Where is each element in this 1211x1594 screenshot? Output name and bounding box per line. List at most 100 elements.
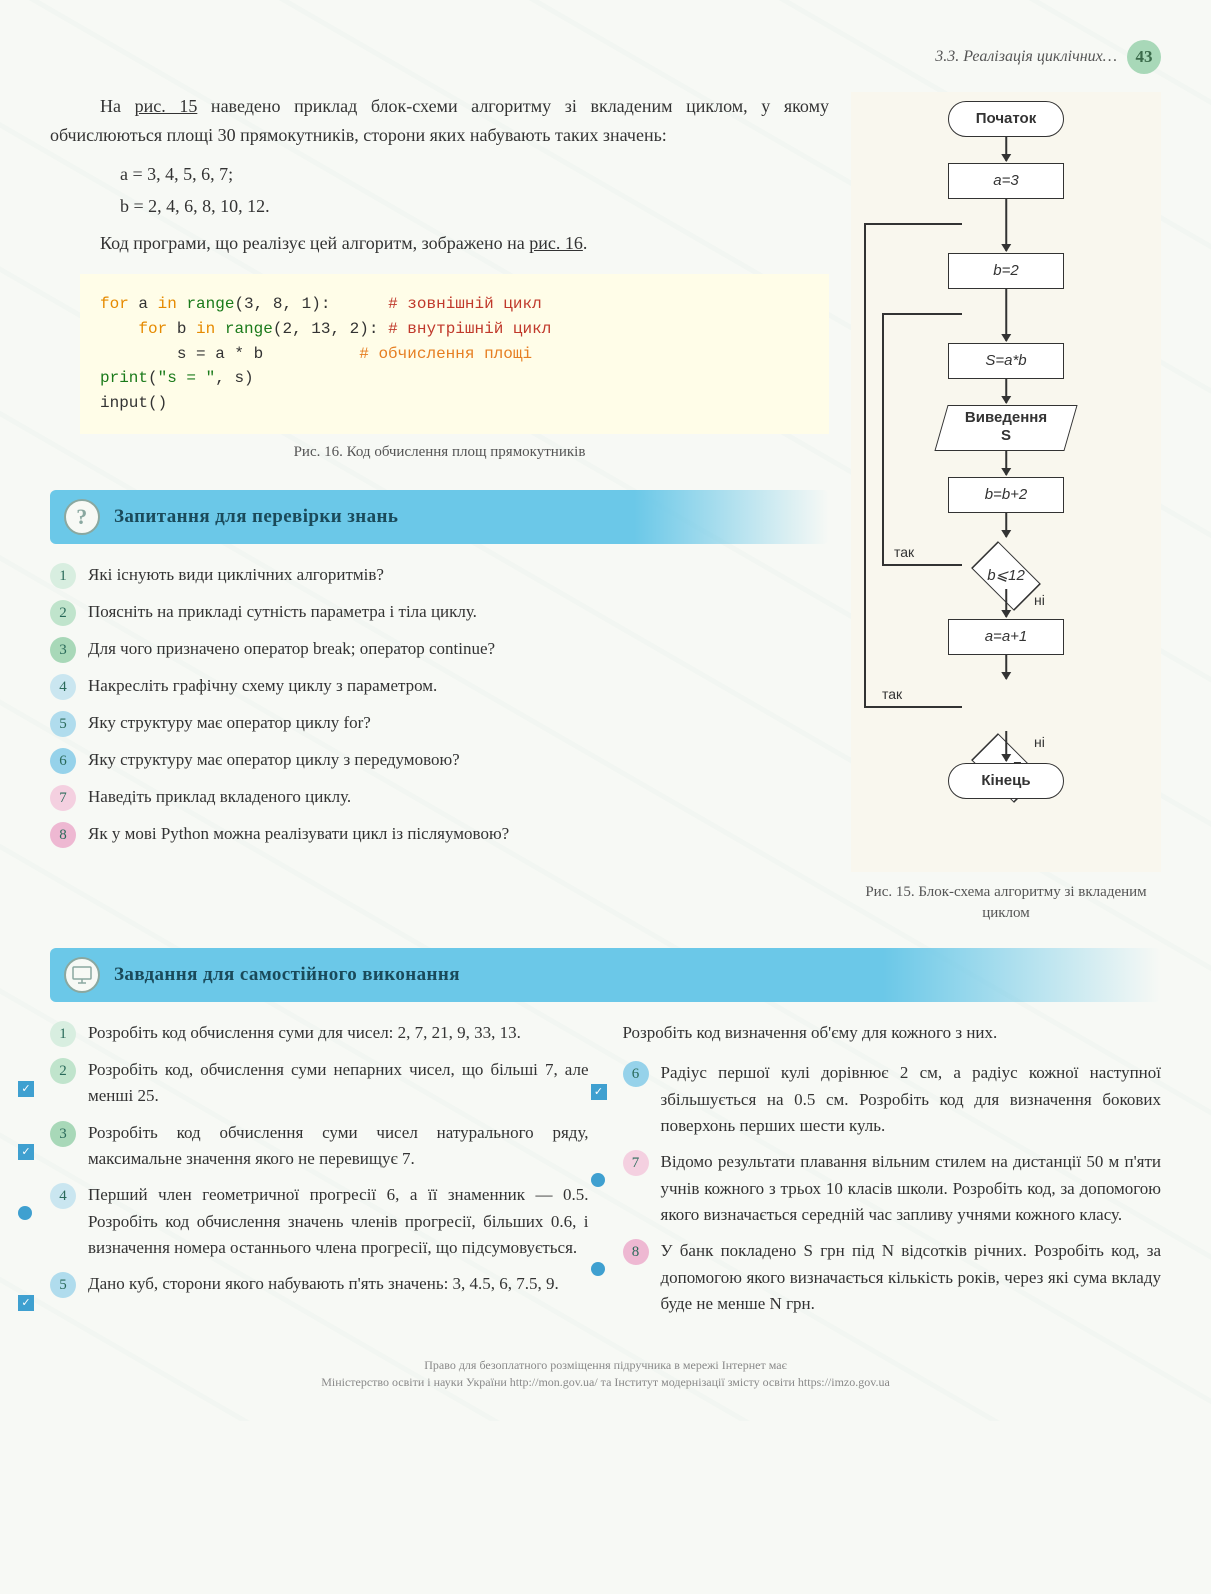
question-number: 2 [50, 600, 76, 626]
dot-icon [591, 1173, 605, 1187]
code: s = a * b [100, 345, 359, 363]
task-text: Розробіть код обчислення суми для чисел:… [88, 1020, 589, 1046]
question-text: Яку структуру має оператор циклу for? [88, 710, 829, 736]
question-icon: ? [64, 499, 100, 535]
computer-icon [64, 957, 100, 993]
flowchart: Початок a=3 b=2 S=a*b Виведення S [851, 92, 1161, 872]
text: Код програми, що реалізує цей алгоритм, … [100, 233, 529, 253]
page-header: 3.3. Реалізація циклічних… 43 [50, 40, 1161, 74]
task-number: 4 [50, 1183, 76, 1209]
code: (3, 8, 1): [234, 295, 388, 313]
kw: in [196, 320, 215, 338]
fc-start: Початок [948, 101, 1064, 137]
question-text: Яку структуру має оператор циклу з перед… [88, 747, 829, 773]
fc-node-binc: b=b+2 [948, 477, 1064, 513]
question-item: 8 Як у мові Python можна реалізувати цикл… [50, 821, 829, 848]
fc-node-ainc: a=a+1 [948, 619, 1064, 655]
fc-arrow [1005, 289, 1007, 341]
question-text: Як у мові Python можна реалізувати цикл … [88, 821, 829, 847]
kw: for [100, 295, 129, 313]
question-item: 4Накресліть графічну схему циклу з парам… [50, 673, 829, 700]
task-text: У банк покладено S грн під N відсотків р… [661, 1238, 1162, 1317]
code: (2, 13, 2): [273, 320, 388, 338]
code [177, 295, 187, 313]
fc-line [882, 313, 962, 315]
task-text: Відомо результати плавання вільним стиле… [661, 1149, 1162, 1228]
task-number: 1 [50, 1021, 76, 1047]
questions-title: Запитання для перевірки знань [114, 502, 398, 532]
question-text: Поясніть на прикладі сутність параметра … [88, 599, 829, 625]
code [215, 320, 225, 338]
check-icon: ✓ [18, 1081, 34, 1097]
tasks-title: Завдання для самостійного виконання [114, 960, 460, 990]
ref-fig16: рис. 16 [529, 233, 583, 253]
section-title: 3.3. Реалізація циклічних… [935, 44, 1117, 70]
fc-arrow [1005, 379, 1007, 403]
fc-arrow [1005, 731, 1007, 761]
question-number: 6 [50, 748, 76, 774]
footer-line: Міністерство освіти і науки України http… [50, 1374, 1161, 1391]
text: Виведення [965, 409, 1047, 426]
kw: for [138, 320, 167, 338]
task-text: Розробіть код обчислення суми чисел нату… [88, 1120, 589, 1173]
footer: Право для безоплатного розміщення підруч… [50, 1357, 1161, 1391]
dot-icon [18, 1206, 32, 1220]
fc-label-yes: так [882, 683, 902, 705]
question-number: 4 [50, 674, 76, 700]
values-a: a = 3, 4, 5, 6, 7; [120, 160, 829, 189]
tasks-header: Завдання для самостійного виконання [50, 948, 1161, 1002]
fc-end: Кінець [948, 763, 1064, 799]
task-item: 8У банк покладено S грн під N відсотків … [623, 1238, 1162, 1317]
fc-label-no: ні [1034, 731, 1045, 753]
fn: range [225, 320, 273, 338]
task-item: 2Розробіть код, обчислення суми непарних… [50, 1057, 589, 1110]
questions-list: 1 Які існують види циклічних алгоритмів? 2… [50, 562, 829, 848]
intro-p1: На рис. 15 наведено приклад блок-схеми а… [50, 92, 829, 150]
task-item: 3Розробіть код обчислення суми чисел нат… [50, 1120, 589, 1173]
task-item: 6Радіус першої кулі дорівнює 2 см, а рад… [623, 1060, 1162, 1139]
dot-icon [591, 1262, 605, 1276]
code: ( [148, 369, 158, 387]
question-item: 7Наведіть приклад вкладеного циклу. [50, 784, 829, 811]
fc-line [864, 706, 962, 708]
task-item: 4 Перший член геометричної прогресії 6, а… [50, 1182, 589, 1261]
code: input() [100, 394, 167, 412]
question-item: 6 Яку структуру має оператор циклу з пере… [50, 747, 829, 774]
fc-line [864, 223, 866, 706]
fc-output: Виведення S [941, 405, 1071, 451]
question-number: 5 [50, 711, 76, 737]
questions-header: ? Запитання для перевірки знань [50, 490, 829, 544]
question-item: 3Для чого призначено оператор break; опе… [50, 636, 829, 663]
task-item: 1 Розробіть код обчислення суми для чисел… [50, 1020, 589, 1047]
text: . [583, 233, 588, 253]
task-number: 2 [50, 1058, 76, 1084]
fc-node-b2: b=2 [948, 253, 1064, 289]
task-text: Перший член геометричної прогресії 6, а … [88, 1182, 589, 1261]
tasks-left-col: 1 Розробіть код обчислення суми для чисел… [50, 1020, 589, 1327]
question-text: Для чого призначено оператор break; опер… [88, 636, 829, 662]
left-column: На рис. 15 наведено приклад блок-схеми а… [50, 92, 829, 924]
intro-p2: Код програми, що реалізує цей алгоритм, … [50, 229, 829, 258]
fc-arrow [1005, 513, 1007, 537]
comment: # зовнішній цикл [388, 295, 542, 313]
page-content: 3.3. Реалізація циклічних… 43 На рис. 15… [50, 40, 1161, 1391]
fc-arrow [1005, 589, 1007, 617]
code-block: for a in range(3, 8, 1): # зовнішній цик… [80, 274, 829, 434]
ref-fig15: рис. 15 [135, 96, 198, 116]
tasks-right-col: Розробіть код визначення об'єму для кожн… [623, 1020, 1162, 1327]
string: "s = " [158, 369, 216, 387]
fc-arrow [1005, 451, 1007, 475]
fc-label-no: ні [1034, 589, 1045, 611]
question-number: 8 [50, 822, 76, 848]
task-item: 5Дано куб, сторони якого набувають п'ять… [50, 1271, 589, 1298]
tasks-right-list: 6Радіус першої кулі дорівнює 2 см, а рад… [623, 1060, 1162, 1317]
check-icon: ✓ [18, 1295, 34, 1311]
text: S [1001, 427, 1011, 444]
code: b [167, 320, 196, 338]
kw: in [158, 295, 177, 313]
tasks-columns: 1 Розробіть код обчислення суми для чисел… [50, 1020, 1161, 1327]
question-number: 1 [50, 563, 76, 589]
fig16-caption: Рис. 16. Код обчислення площ прямокутник… [50, 440, 829, 464]
question-text: Які існують види циклічних алгоритмів? [88, 562, 829, 588]
page-number: 43 [1127, 40, 1161, 74]
